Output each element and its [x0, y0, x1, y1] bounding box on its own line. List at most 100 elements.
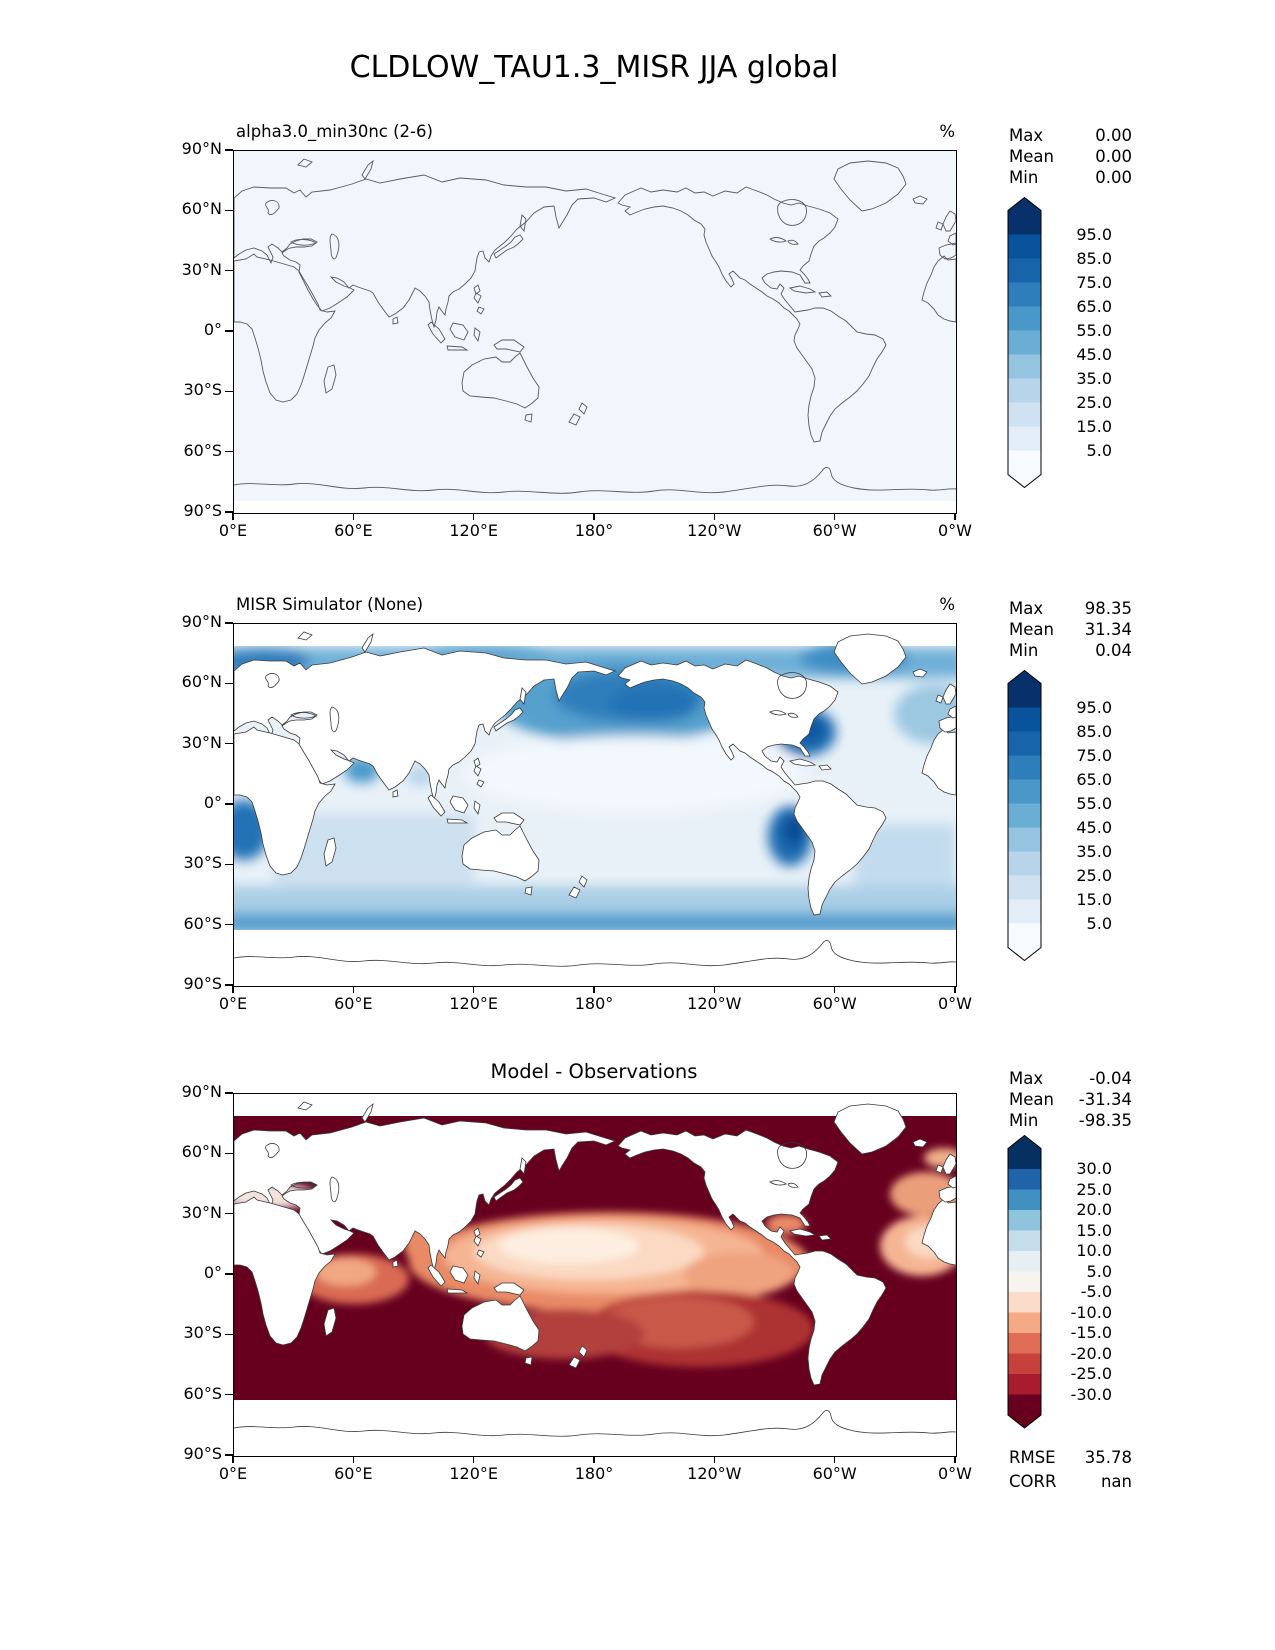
panel-diff-map [233, 1093, 957, 1457]
x-tick-mark [833, 986, 836, 993]
x-tick-label: 120°E [449, 521, 498, 540]
x-tick-mark [472, 986, 475, 993]
y-tick-mark [225, 330, 233, 332]
x-tick-mark [232, 1456, 234, 1463]
y-tick-mark [225, 1152, 233, 1155]
colorbar-tick-label: 15.0 [1076, 889, 1112, 909]
stat-mean-label: Mean [1009, 620, 1054, 639]
x-tick-mark [833, 513, 836, 520]
y-tick-label: 60°N [181, 1142, 222, 1162]
stat-mean-value: 0.00 [1095, 147, 1132, 166]
y-tick-label: 60°S [183, 440, 222, 460]
panel-obs-colorbar: 95.0 85.0 75.0 65.0 55.0 45.0 35.0 25.0 15.0 5.0 [1007, 669, 1138, 966]
colorbar-tick-label: 45.0 [1076, 817, 1112, 837]
x-tick-label: 0°E [218, 994, 248, 1013]
y-tick-label: 90°S [183, 500, 222, 520]
y-tick-mark [225, 511, 233, 513]
stat-mean-label: Mean [1009, 1090, 1054, 1109]
metric-rmse-value: 35.78 [1084, 1448, 1132, 1467]
colorbar-tick-label: 85.0 [1076, 248, 1112, 268]
y-tick-mark [225, 269, 233, 272]
stat-min-label: Min [1009, 168, 1039, 187]
x-tick-label: 120°E [449, 1464, 498, 1483]
x-tick-mark [232, 986, 234, 993]
y-tick-label: 0° [203, 1262, 222, 1282]
colorbar-svg [1007, 1134, 1042, 1429]
y-tick-label: 60°S [183, 1383, 222, 1403]
y-tick-mark [225, 923, 233, 926]
y-tick-mark [225, 622, 233, 624]
y-tick-mark [225, 149, 233, 151]
x-tick-mark [593, 513, 595, 520]
panel-obs-subtitle: MISR Simulator (None) [236, 595, 424, 614]
x-tick-label: 120°W [687, 994, 742, 1013]
stat-max-label: Max [1009, 1069, 1044, 1088]
y-tick-mark [225, 984, 233, 986]
y-tick-label: 60°N [181, 672, 222, 692]
y-tick-mark [225, 1454, 233, 1456]
y-tick-mark [225, 209, 233, 212]
x-tick-label: 60°E [334, 521, 373, 540]
y-tick-label: 30°N [181, 1202, 222, 1222]
stat-min-value: 0.04 [1095, 641, 1132, 660]
colorbar-svg [1007, 196, 1042, 489]
map-model-svg [234, 151, 956, 513]
colorbar-tick-label: 65.0 [1076, 296, 1112, 316]
colorbar-tick-label: -20.0 [1070, 1343, 1112, 1363]
x-tick-label: 60°W [812, 994, 857, 1013]
y-tick-label: 30°S [183, 1323, 222, 1343]
stat-max-value: -0.04 [1089, 1069, 1132, 1088]
y-tick-mark [225, 1333, 233, 1336]
map-diff-svg [234, 1094, 956, 1456]
panel-model-subtitle: alpha3.0_min30nc (2-6) [236, 122, 433, 141]
x-tick-label: 120°E [449, 994, 498, 1013]
stat-mean-value: -31.34 [1078, 1090, 1132, 1109]
x-tick-mark [593, 986, 595, 993]
x-tick-mark [954, 1456, 956, 1463]
y-tick-label: 30°N [181, 259, 222, 279]
colorbar-tick-label: 95.0 [1076, 224, 1112, 244]
panel-model-colorbar: 95.0 85.0 75.0 65.0 55.0 45.0 35.0 25.0 15.0 5.0 [1007, 196, 1138, 493]
colorbar-tick-label: 75.0 [1076, 745, 1112, 765]
colorbar-tick-label: -25.0 [1070, 1364, 1112, 1383]
x-tick-mark [352, 1456, 355, 1463]
y-tick-label: 90°N [181, 612, 222, 631]
colorbar-tick-label: 5.0 [1086, 440, 1112, 460]
stat-min-label: Min [1009, 1111, 1039, 1130]
stat-max-label: Max [1009, 599, 1044, 618]
x-tick-mark [713, 513, 716, 520]
y-tick-mark [225, 803, 233, 805]
y-tick-mark [225, 1273, 233, 1275]
y-tick-label: 60°S [183, 913, 222, 933]
stat-min-value: 0.00 [1095, 168, 1132, 187]
colorbar-tick-label: -15.0 [1070, 1323, 1112, 1342]
x-tick-mark [472, 513, 475, 520]
x-tick-label: 60°E [334, 994, 373, 1013]
x-tick-mark [352, 513, 355, 520]
x-tick-label: 180° [574, 521, 614, 540]
colorbar-tick-label: 45.0 [1076, 344, 1112, 364]
y-tick-label: 0° [203, 319, 222, 339]
x-tick-label: 120°W [687, 521, 742, 540]
map-obs-svg [234, 624, 956, 986]
stat-min-label: Min [1009, 641, 1039, 660]
x-tick-mark [954, 986, 956, 993]
x-tick-label: 0°E [218, 1464, 248, 1483]
y-tick-mark [225, 1212, 233, 1215]
colorbar-tick-label: 75.0 [1076, 272, 1112, 292]
colorbar-tick-label: 85.0 [1076, 721, 1112, 741]
x-tick-label: 60°W [812, 521, 857, 540]
y-tick-mark [225, 1092, 233, 1094]
colorbar-tick-label: 10.0 [1076, 1241, 1112, 1260]
y-tick-label: 90°N [181, 1082, 222, 1101]
y-tick-mark [225, 682, 233, 685]
stat-max-value: 98.35 [1084, 599, 1132, 618]
colorbar-tick-label: 55.0 [1076, 320, 1112, 340]
metric-corr-label: CORR [1009, 1472, 1057, 1491]
y-tick-mark [225, 1393, 233, 1396]
panel-obs-unit-label: % [939, 595, 955, 614]
colorbar-tick-label: 25.0 [1076, 392, 1112, 412]
x-tick-label: 0°W [937, 1464, 972, 1483]
x-tick-mark [713, 986, 716, 993]
colorbar-tick-label: 15.0 [1076, 416, 1112, 436]
